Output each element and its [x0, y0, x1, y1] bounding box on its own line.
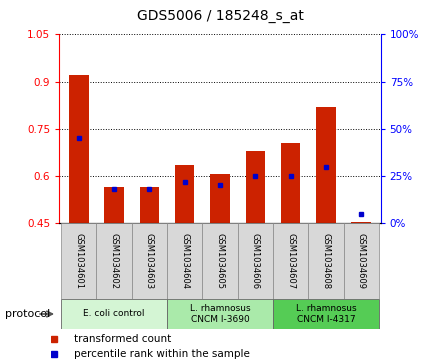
Text: GSM1034605: GSM1034605	[216, 233, 224, 289]
Bar	[61, 223, 96, 299]
Bar	[308, 223, 344, 299]
Text: percentile rank within the sample: percentile rank within the sample	[74, 349, 250, 359]
Bar	[281, 143, 300, 223]
Text: transformed count: transformed count	[74, 334, 172, 344]
Text: GDS5006 / 185248_s_at: GDS5006 / 185248_s_at	[136, 9, 304, 23]
Text: GSM1034601: GSM1034601	[74, 233, 83, 289]
Bar	[167, 299, 273, 329]
Text: GSM1034606: GSM1034606	[251, 233, 260, 289]
Bar	[140, 187, 159, 223]
Bar	[246, 151, 265, 223]
Bar	[69, 76, 88, 223]
Text: GSM1034602: GSM1034602	[110, 233, 119, 289]
Text: GSM1034603: GSM1034603	[145, 233, 154, 289]
Bar	[238, 223, 273, 299]
Bar	[210, 175, 230, 223]
Text: GSM1034607: GSM1034607	[286, 233, 295, 289]
Text: GSM1034604: GSM1034604	[180, 233, 189, 289]
Bar	[273, 223, 308, 299]
Bar	[132, 223, 167, 299]
Bar	[96, 223, 132, 299]
Bar	[344, 223, 379, 299]
Bar	[316, 107, 336, 223]
Text: L. rhamnosus
CNCM I-3690: L. rhamnosus CNCM I-3690	[190, 304, 250, 324]
Text: GSM1034608: GSM1034608	[321, 233, 330, 289]
Bar	[352, 222, 371, 223]
Text: E. coli control: E. coli control	[83, 310, 145, 318]
Bar	[104, 187, 124, 223]
Bar	[61, 299, 167, 329]
Bar	[167, 223, 202, 299]
Text: L. rhamnosus
CNCM I-4317: L. rhamnosus CNCM I-4317	[296, 304, 356, 324]
Bar	[175, 165, 194, 223]
Text: protocol: protocol	[5, 309, 51, 319]
Text: GSM1034609: GSM1034609	[357, 233, 366, 289]
Bar	[273, 299, 379, 329]
Bar	[202, 223, 238, 299]
